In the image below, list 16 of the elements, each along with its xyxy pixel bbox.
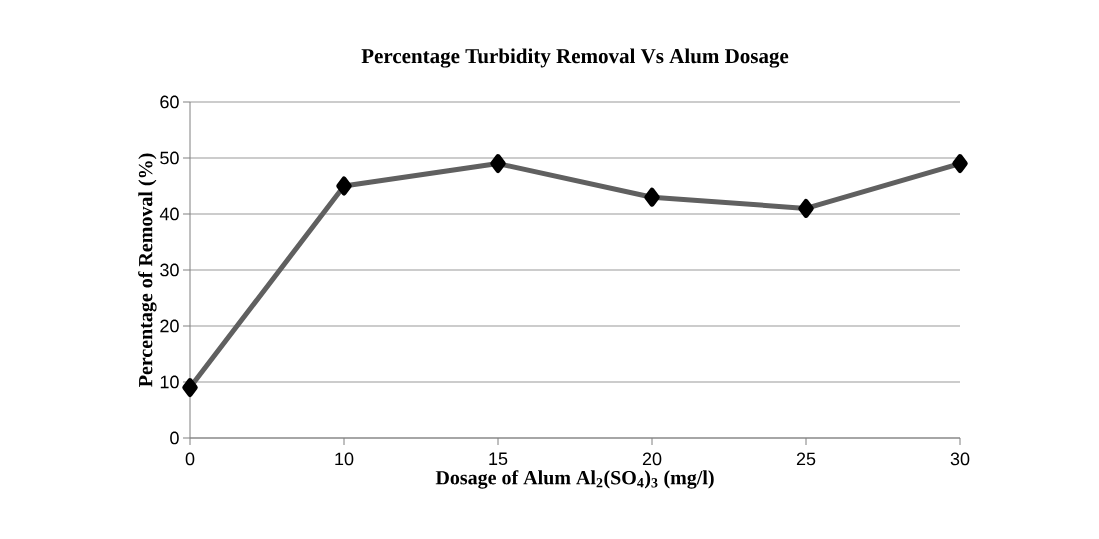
x-tick-label: 10: [335, 452, 354, 466]
y-tick-label: 40: [159, 207, 179, 221]
chart-title: Percentage Turbidity Removal Vs Alum Dosage: [361, 48, 789, 68]
x-tick-label: 30: [950, 452, 970, 466]
y-axis-title: Percentage of Removal (%): [138, 153, 157, 387]
y-tick-label: 30: [160, 263, 179, 277]
x-tick-label: 15: [489, 452, 508, 466]
y-tick-label: 10: [160, 375, 179, 389]
y-tick-label: 60: [160, 95, 179, 109]
y-tick-label: 20: [160, 319, 179, 333]
y-tick-label: 50: [160, 151, 179, 165]
x-axis-title: Dosage of Alum Al$_{2}$(SO$_{4}$)$_{3}$ (mg/l): [435, 470, 714, 489]
y-tick-label: 0: [170, 431, 179, 445]
x-tick-label: 0: [185, 452, 195, 466]
x-tick-label: 20: [642, 452, 662, 466]
x-tick-label: 25: [796, 452, 816, 466]
